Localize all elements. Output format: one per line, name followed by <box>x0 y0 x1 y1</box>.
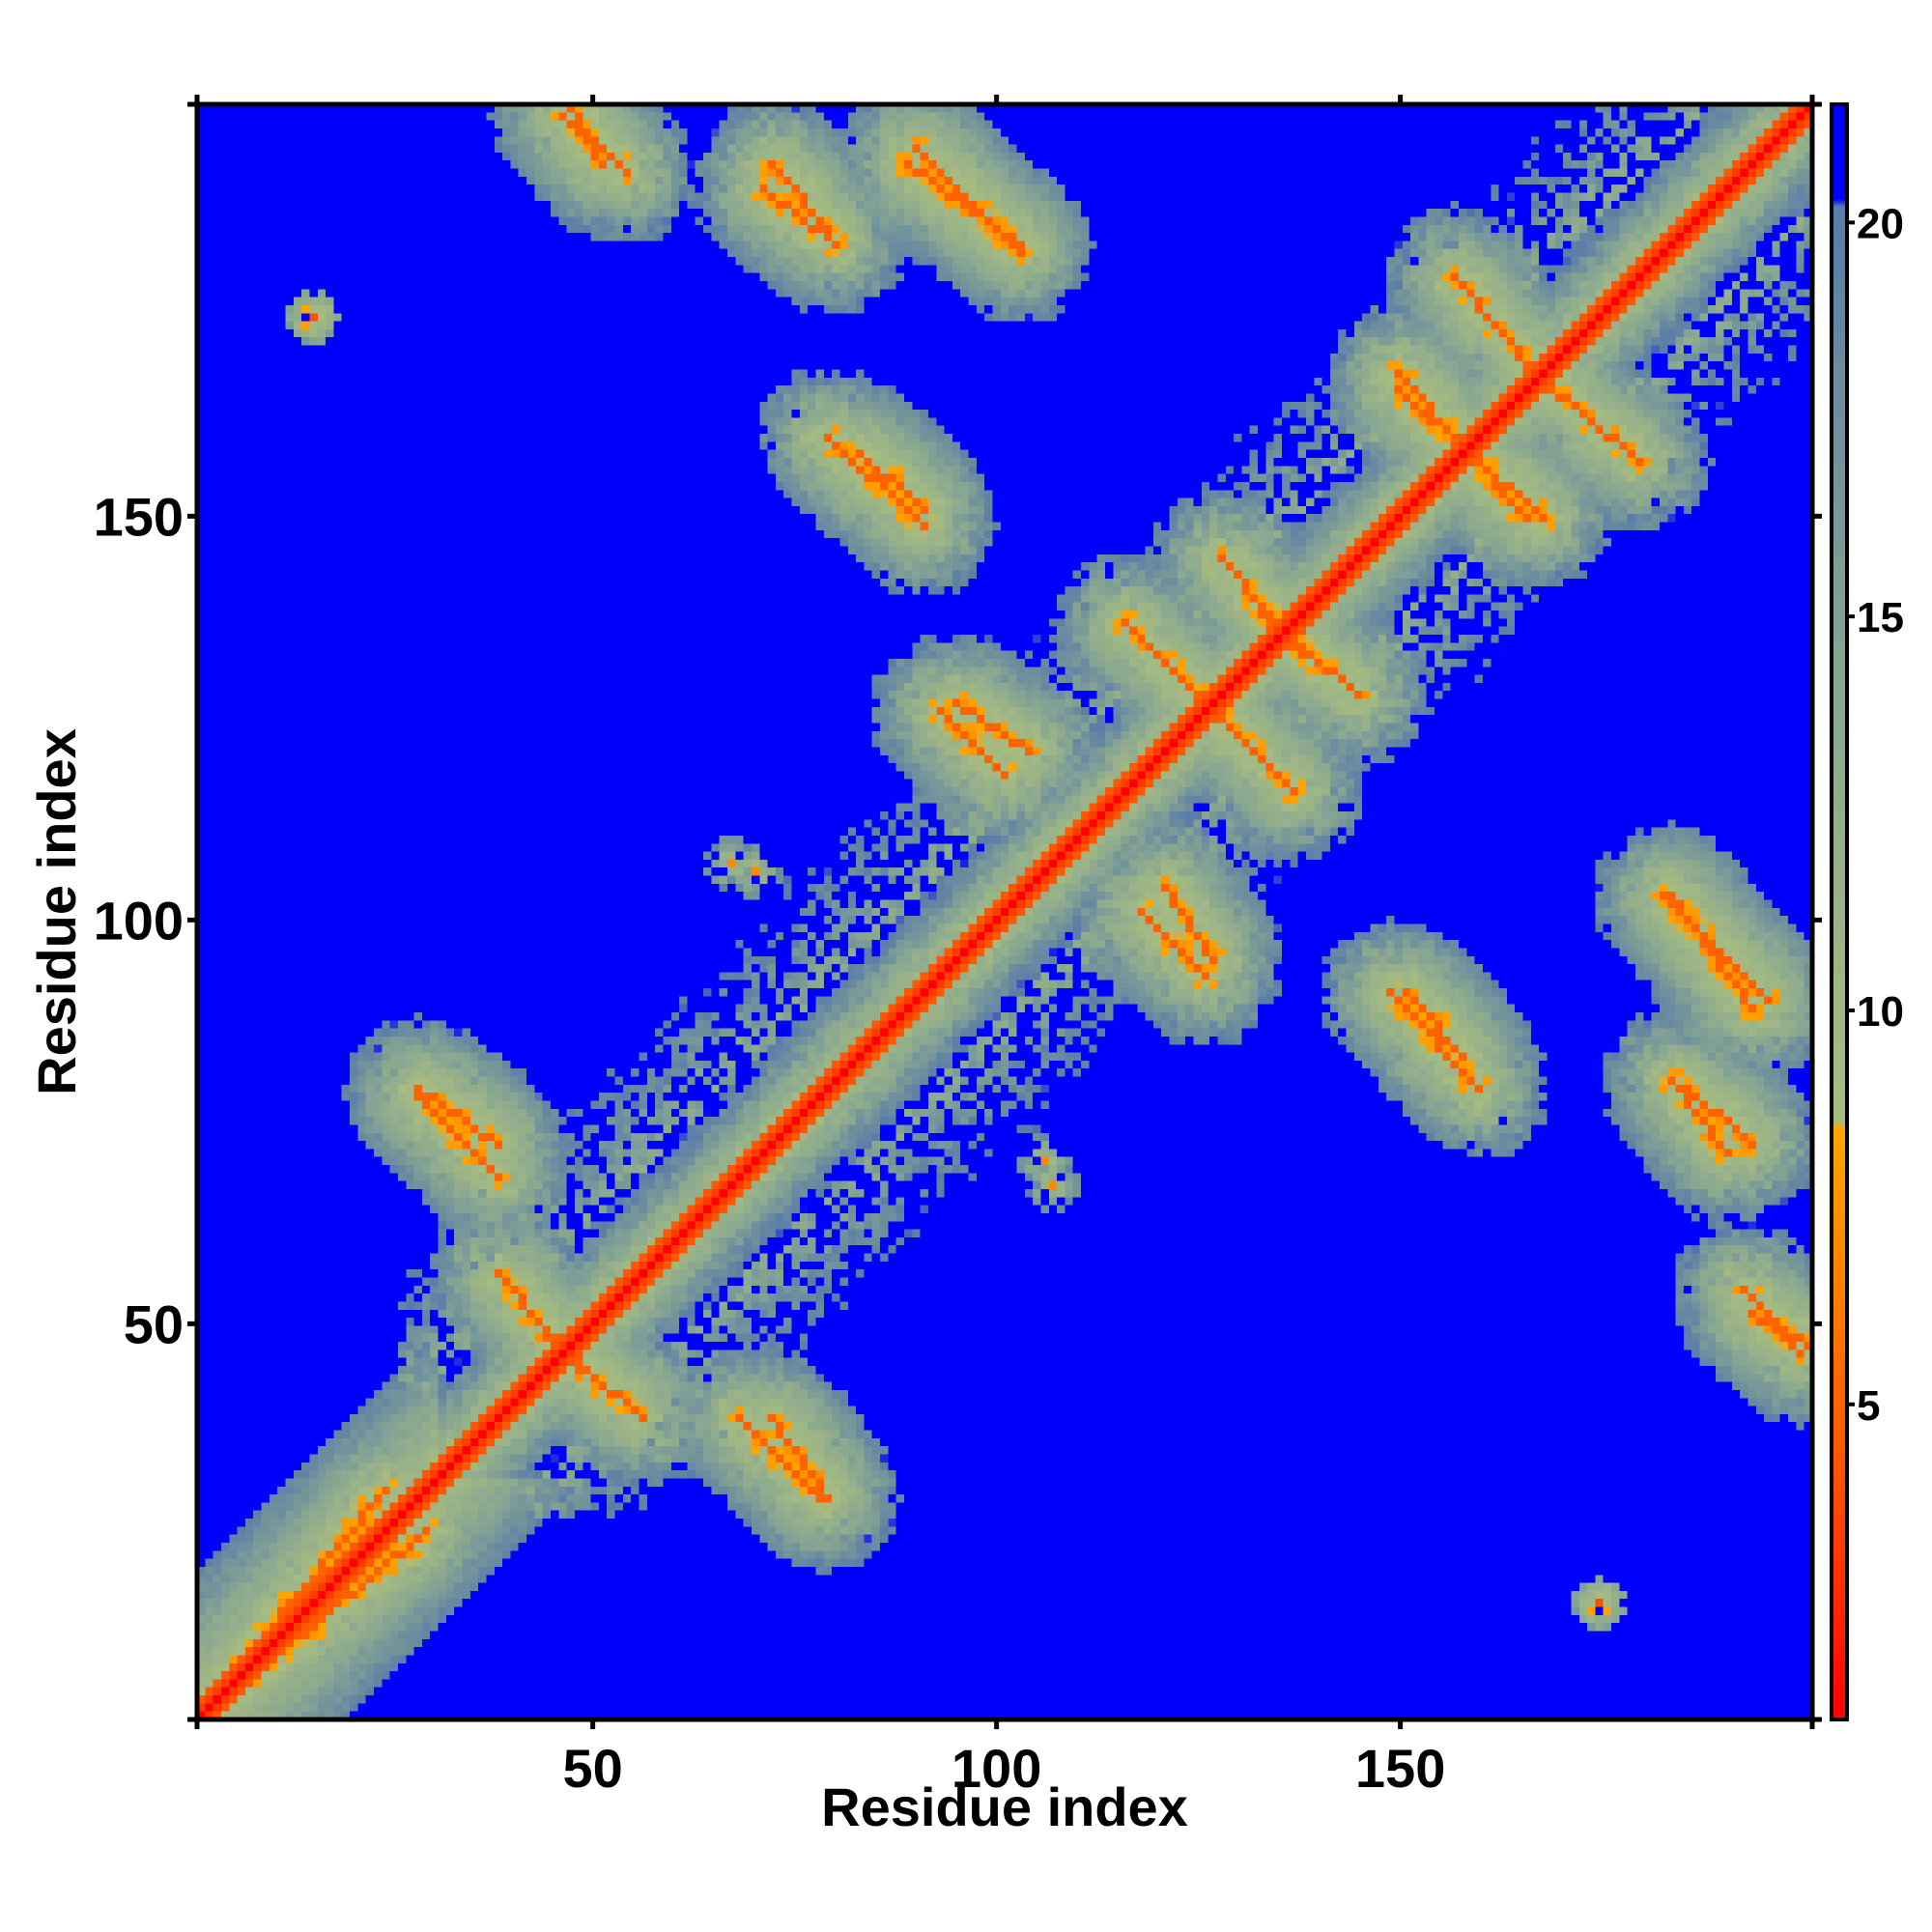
colorbar-tick-label: 5 <box>1857 1382 1880 1430</box>
plot-frame <box>194 101 1815 1722</box>
y-tick-label: 150 <box>94 486 184 547</box>
colorbar-tick-label: 20 <box>1857 200 1904 247</box>
y-tick-label: 100 <box>94 890 184 951</box>
x-axis: 50 100 150 <box>194 95 1815 1799</box>
y-axis-title: Residue index <box>26 728 87 1095</box>
heatmap-cells <box>197 104 1812 1719</box>
y-axis: 50 100 150 <box>94 101 1822 1722</box>
colorbar-gradient <box>1830 102 1849 1721</box>
plot-area <box>194 101 1815 1722</box>
colorbar: 5 10 15 20 <box>1830 102 1904 1721</box>
x-axis-title: Residue index <box>821 1776 1188 1837</box>
x-tick-label: 50 <box>562 1738 622 1799</box>
x-tick-label: 100 <box>952 1738 1041 1799</box>
colorbar-tick-label: 15 <box>1857 594 1904 641</box>
colorbar-tick-label: 10 <box>1857 988 1904 1036</box>
x-tick-label: 150 <box>1355 1738 1445 1799</box>
y-tick-label: 50 <box>124 1293 184 1354</box>
